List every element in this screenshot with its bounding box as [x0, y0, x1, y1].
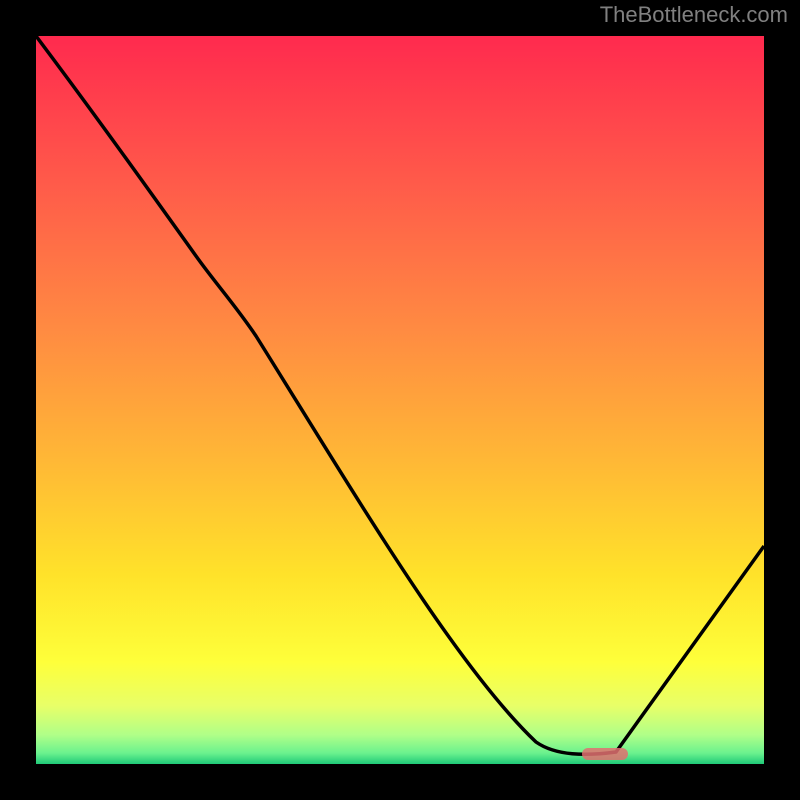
frame-border-right	[764, 0, 800, 800]
plot-svg	[36, 36, 764, 764]
plot-area	[36, 36, 764, 764]
chart-frame: TheBottleneck.com	[0, 0, 800, 800]
watermark-label: TheBottleneck.com	[600, 2, 788, 28]
gradient-background	[36, 36, 764, 764]
frame-border-left	[0, 0, 36, 800]
frame-border-bottom	[0, 764, 800, 800]
optimal-marker	[582, 748, 628, 760]
